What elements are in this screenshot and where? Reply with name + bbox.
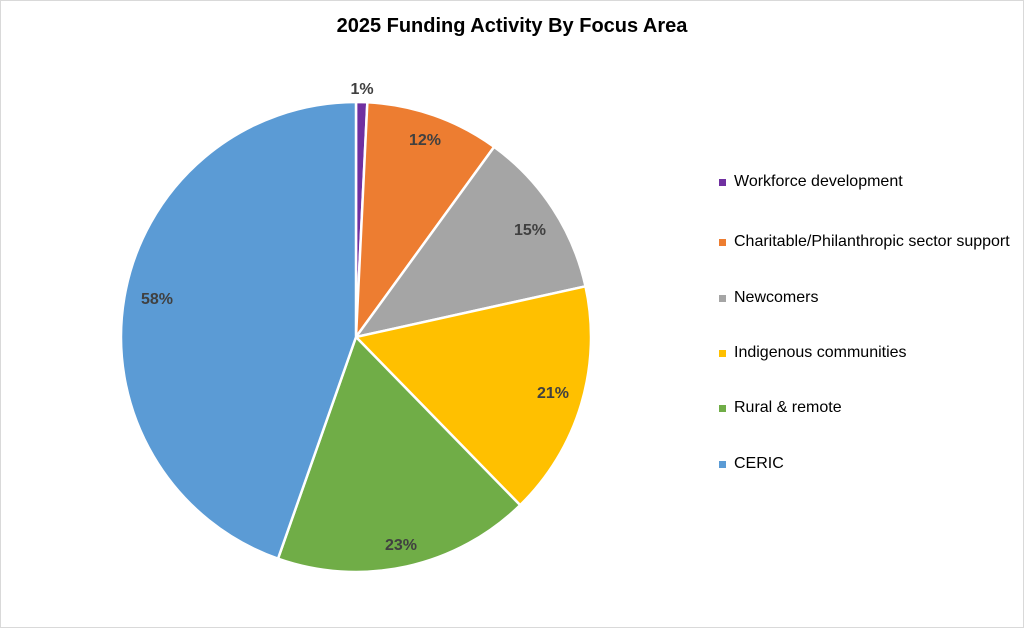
legend-swatch: [719, 461, 726, 468]
legend-label: Workforce development: [734, 173, 903, 190]
slice-value-label-3: 15%: [514, 222, 546, 239]
slice-value-label-4: 21%: [537, 385, 569, 402]
slice-value-label-5: 23%: [385, 537, 417, 554]
legend-swatch: [719, 179, 726, 186]
chart-title: 2025 Funding Activity By Focus Area: [336, 15, 688, 37]
legend-label: Charitable/Philanthropic sector support: [734, 233, 1010, 250]
legend-label: Newcomers: [734, 289, 819, 306]
legend-swatch: [719, 295, 726, 302]
slice-value-label-1: 1%: [350, 81, 373, 98]
legend-swatch: [719, 239, 726, 246]
pie-slice-4: [354, 285, 593, 507]
pie-slice-5: [276, 335, 522, 574]
slice-value-label-2: 12%: [409, 132, 441, 149]
pie-slice-6: [119, 100, 358, 560]
legend-label: CERIC: [734, 455, 784, 472]
legend-swatch: [719, 405, 726, 412]
legend-swatch: [719, 350, 726, 357]
legend-label: Indigenous communities: [734, 344, 907, 361]
pie-slice-2: [354, 101, 496, 339]
legend-label: Rural & remote: [734, 399, 842, 416]
pie-slice-3: [354, 145, 587, 339]
slice-value-label-6: 58%: [141, 291, 173, 308]
